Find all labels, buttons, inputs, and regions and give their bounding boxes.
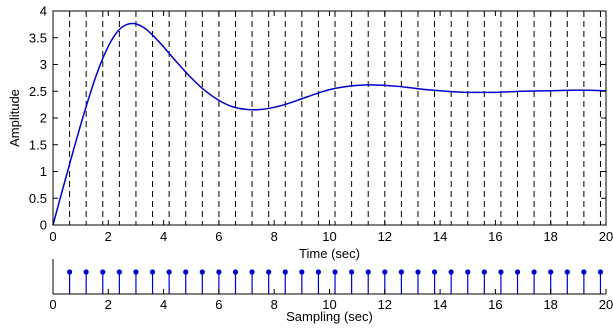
- x-tick-label: 10: [322, 229, 336, 244]
- amplitude-series-line: [52, 22, 607, 226]
- sample-stem-marker: [166, 269, 172, 275]
- x-axis-label: Time (sec): [299, 246, 360, 261]
- sampling-stems: [66, 269, 604, 294]
- amplitude-plot: 0 2 4 6 8 10 12 14 16 18 20 0 0.5 1 1.5 2 2.5 3 3.5 4 Time…: [7, 4, 613, 262]
- x-tick-label: 4: [160, 229, 167, 244]
- sample-stem-marker: [398, 269, 404, 275]
- sample-stem-marker: [216, 269, 222, 275]
- y-tick-label: 1: [40, 164, 47, 179]
- sampling-x-tick-label: 20: [599, 297, 613, 312]
- sample-stem-marker: [581, 269, 587, 275]
- y-tick-label: 0: [40, 218, 47, 233]
- sampling-x-tick-label: 4: [160, 297, 167, 312]
- sample-stem-marker: [597, 269, 604, 275]
- sampling-x-tick-label: 2: [105, 297, 112, 312]
- sample-stem-marker: [199, 269, 205, 275]
- y-tick-label: 2.5: [29, 84, 47, 99]
- sampling-plot: 0 2 4 6 8 10 12 14 16 18 20 Sampling (sec): [49, 259, 613, 324]
- y-tick-label: 0.5: [29, 191, 47, 206]
- y-tick-label: 1.5: [29, 137, 47, 152]
- sampling-x-tick-label: 6: [215, 297, 222, 312]
- y-tick-label: 2: [40, 111, 47, 126]
- sample-stem-marker: [365, 269, 371, 275]
- sample-stem-marker: [564, 269, 570, 275]
- x-tick-label: 8: [271, 229, 278, 244]
- sample-stem-marker: [116, 269, 122, 275]
- x-tick-label: 18: [543, 229, 557, 244]
- x-tick-label: 2: [105, 229, 112, 244]
- sample-stem-marker: [531, 269, 537, 275]
- sample-stem-marker: [415, 269, 421, 275]
- x-tick-label: 12: [378, 229, 392, 244]
- y-tick-label: 3: [40, 57, 47, 72]
- sample-stem-marker: [498, 269, 504, 275]
- sample-stem-marker: [100, 269, 106, 275]
- main-x-ticks: 0 2 4 6 8 10 12 14 16 18 20: [49, 11, 613, 244]
- x-tick-label: 16: [488, 229, 502, 244]
- sample-stem-marker: [382, 269, 388, 275]
- sample-stem-marker: [133, 269, 139, 275]
- sample-stem-marker: [431, 269, 438, 275]
- sample-stem-marker: [249, 269, 255, 275]
- sampling-x-tick-label: 14: [433, 297, 447, 312]
- sampling-x-tick-label: 18: [543, 297, 557, 312]
- sampling-axis-label: Sampling (sec): [286, 309, 373, 324]
- main-plot-frame: [52, 10, 607, 226]
- sample-stem-marker: [66, 269, 73, 275]
- y-tick-label: 4: [40, 4, 47, 19]
- sample-stem-marker: [481, 269, 487, 275]
- sample-stem-marker: [514, 269, 521, 275]
- sample-stem-marker: [332, 269, 338, 275]
- sample-stem-marker: [349, 269, 355, 275]
- sample-stem-marker: [149, 269, 156, 275]
- sample-stem-marker: [465, 269, 471, 275]
- sample-stem-marker: [299, 269, 305, 275]
- sample-marker-lines: [69, 11, 601, 225]
- sample-stem-marker: [183, 269, 189, 275]
- x-tick-label: 6: [215, 229, 222, 244]
- x-tick-label: 14: [433, 229, 447, 244]
- sampling-x-tick-label: 8: [271, 297, 278, 312]
- sampling-x-tick-label: 12: [378, 297, 392, 312]
- sample-stem-marker: [448, 269, 454, 275]
- y-axis-label: Amplitude: [7, 89, 22, 147]
- sample-stem-marker: [232, 269, 239, 275]
- sampling-x-tick-label: 0: [49, 297, 56, 312]
- x-tick-label: 20: [599, 229, 613, 244]
- sample-stem-marker: [315, 269, 322, 275]
- main-plot-area: [53, 11, 606, 225]
- main-y-ticks: 0 0.5 1 1.5 2 2.5 3 3.5 4: [29, 4, 606, 233]
- x-tick-label: 0: [49, 229, 56, 244]
- sample-stem-marker: [282, 269, 288, 275]
- sampling-x-tick-label: 10: [322, 297, 336, 312]
- sampling-x-ticks: 0 2 4 6 8 10 12 14 16 18 20: [49, 289, 613, 312]
- sampling-x-tick-label: 16: [488, 297, 502, 312]
- sample-stem-marker: [83, 269, 89, 275]
- y-tick-label: 3.5: [29, 30, 47, 45]
- sample-stem-marker: [266, 269, 272, 275]
- sample-stem-marker: [548, 269, 554, 275]
